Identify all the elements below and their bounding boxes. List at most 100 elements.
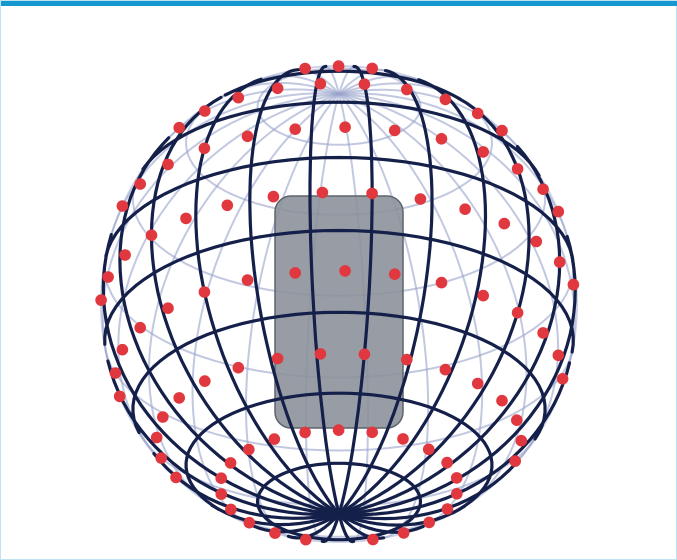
sample-point (511, 306, 524, 319)
sample-point (268, 433, 281, 445)
meridian-front (308, 64, 341, 516)
sample-point (271, 352, 284, 365)
sample-point (113, 390, 126, 403)
sample-point (215, 488, 228, 500)
meridian-back (338, 88, 519, 148)
sample-point (271, 82, 284, 95)
meridian-front (194, 77, 341, 516)
meridian-front (337, 69, 434, 516)
sample-point (358, 78, 371, 90)
sample-point (537, 183, 549, 195)
sample-point (496, 124, 508, 137)
sample-point (471, 107, 484, 120)
sphere-diagram (95, 60, 580, 546)
meridian-front (337, 234, 577, 516)
meridian-front (337, 145, 562, 516)
sample-point (221, 199, 234, 212)
sample-point (511, 414, 523, 427)
sample-point (401, 83, 413, 96)
sample-point (198, 142, 211, 155)
sample-point (553, 256, 566, 268)
meridian-front (118, 136, 341, 516)
sample-point (155, 452, 167, 464)
sample-point (511, 163, 524, 175)
sample-point (477, 146, 490, 158)
sample-point (366, 62, 379, 75)
sample-point (450, 472, 463, 484)
sample-point (157, 411, 169, 423)
sample-point (134, 321, 146, 334)
meridian-front (337, 504, 467, 527)
sample-point (316, 186, 329, 199)
latitude-ring-front (370, 156, 575, 266)
sample-point (162, 158, 174, 171)
sample-point (441, 456, 453, 469)
meridian-front (248, 68, 341, 516)
sample-point (232, 361, 245, 374)
sample-point (537, 327, 549, 339)
sample-point (332, 60, 345, 72)
sample-point (509, 455, 521, 467)
sample-point (269, 527, 281, 539)
meridian-front (337, 512, 356, 544)
sample-point (243, 516, 256, 529)
sample-point (102, 271, 114, 283)
sample-point (300, 533, 312, 546)
sample-point (150, 431, 163, 444)
meridian-front (251, 512, 341, 534)
sample-point (145, 229, 158, 241)
sample-point (199, 375, 211, 387)
sample-point (397, 527, 410, 539)
meridian-front (337, 512, 425, 534)
sample-point (173, 121, 185, 134)
sample-point (552, 349, 565, 362)
sample-point (267, 190, 280, 203)
sample-point (289, 123, 301, 135)
sample-point (367, 533, 379, 546)
latitude-ring-front (103, 228, 374, 346)
sample-point (314, 348, 327, 360)
sample-point (439, 93, 452, 106)
sample-point (109, 367, 122, 379)
sample-point (339, 265, 351, 277)
sample-point (162, 302, 174, 315)
sample-point (388, 268, 401, 280)
sample-point (552, 205, 565, 218)
sample-point (314, 78, 327, 90)
sample-point (339, 121, 351, 133)
sample-point (567, 278, 580, 291)
meridian-back (191, 92, 340, 527)
sample-point (401, 353, 413, 366)
sample-point (435, 276, 448, 289)
meridian-front (149, 95, 341, 516)
sample-point (388, 124, 401, 137)
meridian-back (324, 65, 340, 95)
meridian-back (338, 92, 560, 464)
sample-point (199, 105, 211, 117)
sample-point (243, 443, 255, 456)
meridian-back (338, 65, 355, 95)
sample-point (459, 203, 471, 215)
sample-point (241, 274, 254, 286)
sample-point (299, 62, 311, 75)
sample-point (530, 235, 543, 248)
sample-point (451, 488, 463, 500)
sample-point (422, 443, 435, 456)
sample-point (439, 363, 452, 376)
sample-point (134, 178, 146, 190)
sample-point (397, 433, 409, 445)
latitude-ring-front (131, 310, 370, 435)
sample-point (116, 343, 129, 356)
sample-point (232, 91, 245, 104)
sample-point (332, 424, 345, 436)
meridian-front (106, 359, 341, 517)
sample-point (198, 286, 211, 298)
sample-point (366, 187, 378, 200)
sample-point (119, 249, 131, 261)
meridian-back (338, 92, 484, 528)
sample-point (95, 294, 107, 306)
sample-point (423, 516, 436, 529)
meridian-back (338, 92, 528, 508)
meridian-back (338, 75, 420, 95)
meridian-back (244, 92, 340, 538)
